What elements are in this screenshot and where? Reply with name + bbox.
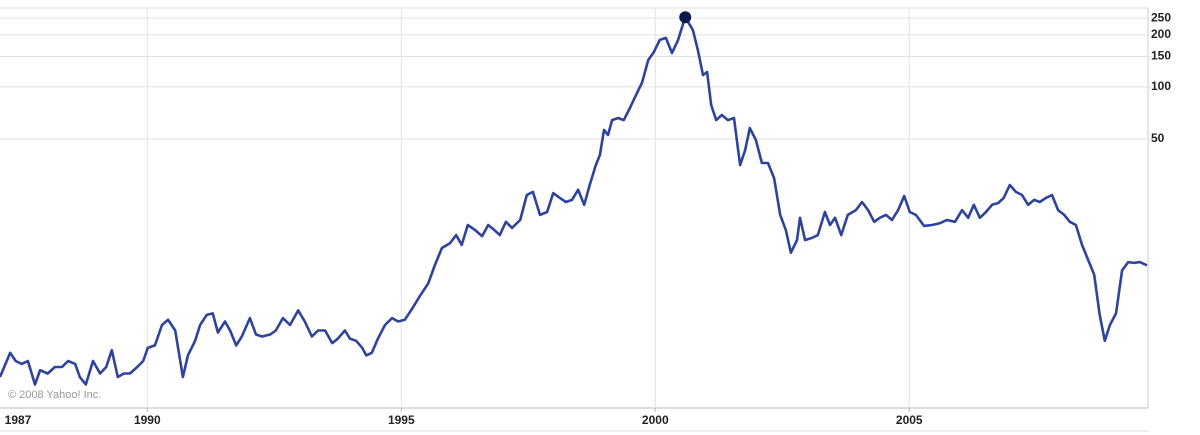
y-tick-label: 200 (1151, 27, 1171, 41)
plot (0, 11, 1148, 386)
x-tick-label: 2005 (896, 413, 923, 427)
peak-marker (679, 11, 692, 24)
x-tick-label: 2000 (642, 413, 669, 427)
y-tick-label: 150 (1151, 49, 1171, 63)
credit: © 2008 Yahoo! Inc. (8, 389, 101, 401)
price-line (0, 15, 1148, 386)
x-tick-label: 1987 (5, 413, 32, 427)
x-tick-label: 1990 (134, 413, 161, 427)
y-tick-label: 50 (1151, 131, 1165, 145)
y-tick-label: 100 (1151, 79, 1171, 93)
y-tick-label: 250 (1151, 10, 1171, 24)
x-tick-label: 1995 (388, 413, 415, 427)
